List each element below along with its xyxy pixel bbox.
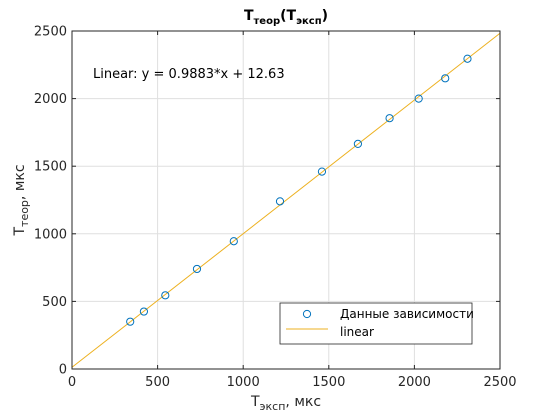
grid xyxy=(72,31,500,369)
data-point xyxy=(275,197,285,206)
y-tick-label: 0 xyxy=(59,363,67,378)
data-point xyxy=(353,139,363,148)
x-axis-label: Tэксп, мкс xyxy=(250,394,321,413)
x-tick-label: 1500 xyxy=(312,375,345,390)
fit-line xyxy=(71,32,501,368)
x-tick-label: 500 xyxy=(145,375,170,390)
x-tick-label: 0 xyxy=(68,375,76,390)
x-tick-label: 1000 xyxy=(227,375,260,390)
data-point xyxy=(463,54,472,63)
x-tick-label: 2500 xyxy=(483,375,516,390)
y-tick-label: 2000 xyxy=(34,92,67,107)
fit-line-layer xyxy=(71,32,501,368)
x-label-sub: эксп xyxy=(260,400,286,413)
title-sub: теор xyxy=(254,16,281,27)
chart-title: Tтеор(Tэксп) xyxy=(244,8,328,27)
data-point xyxy=(441,74,450,83)
legend: Данные зависимости linear xyxy=(279,302,474,345)
plot-area-border xyxy=(71,30,501,370)
fit-annotation: Linear: y = 0.9883*x + 12.63 xyxy=(93,67,285,82)
x-tick-label: 2000 xyxy=(398,375,431,390)
legend-label-data: Данные зависимости xyxy=(340,307,474,321)
y-label-sub: теор xyxy=(18,200,31,227)
title-main: T xyxy=(244,8,254,24)
y-axis-label: Tтеор, мкс xyxy=(12,164,31,236)
x-label-unit: , мкс xyxy=(285,394,321,410)
data-point xyxy=(317,167,327,176)
data-point xyxy=(139,307,149,316)
title-paren-sub: эксп xyxy=(296,16,322,27)
x-label-main: T xyxy=(250,394,260,410)
y-label-main: T xyxy=(12,227,28,237)
title-paren-close: ) xyxy=(322,8,328,24)
y-tick-label: 1000 xyxy=(34,227,67,242)
title-paren-open: (T xyxy=(280,8,296,24)
legend-marker-data xyxy=(302,309,312,319)
y-tick-label: 1500 xyxy=(34,160,67,175)
legend-box xyxy=(279,302,473,345)
legend-label-linear: linear xyxy=(340,325,374,339)
data-point xyxy=(161,291,170,300)
axis-ticks: 0 500 1000 1500 2000 2500 0 500 1000 1500 2000 2500 xyxy=(34,25,517,391)
data-point xyxy=(192,264,202,274)
y-tick-label: 2500 xyxy=(34,25,67,40)
data-point xyxy=(229,237,238,246)
data-point xyxy=(126,317,135,326)
y-label-unit: , мкс xyxy=(12,164,28,200)
data-points xyxy=(126,54,472,326)
legend-circle-icon xyxy=(302,309,312,319)
data-point xyxy=(414,94,423,103)
y-tick-label: 500 xyxy=(42,295,67,310)
data-point xyxy=(385,114,394,123)
